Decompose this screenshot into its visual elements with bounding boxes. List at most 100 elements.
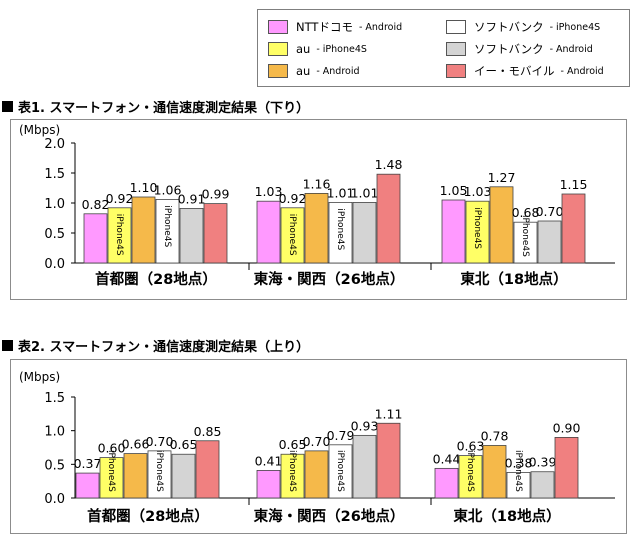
bar-device-label: iPhone4S [520,215,530,257]
data-label: 0.92 [279,191,307,206]
bar [147,450,172,499]
data-label: 1.06 [154,182,182,197]
bar [506,472,531,499]
data-label: 0.79 [327,428,355,443]
category-label: 東北（18地点） [453,507,560,525]
bar-device-label: iPhone4S [162,205,172,247]
legend-carrier: イー・モバイル [474,64,555,78]
category-label: 東北（18地点） [460,270,567,288]
bar-device-label: iPhone4S [114,214,124,256]
data-label: 0.70 [303,434,331,449]
legend-device: - Android [549,43,593,55]
chart-title-upload: 表2. スマートフォン・通信速度測定結果（上り） [2,336,309,355]
bar [304,450,329,499]
chart-legend: NTTドコモ - Android ソフトバンク - iPhone4S au - … [257,9,630,87]
bar [554,437,579,499]
legend-device: - iPhone4S [549,21,601,33]
legend-swatch [268,42,288,56]
data-label: 1.15 [560,177,588,192]
bar-device-label: iPhone4S [513,450,523,492]
legend-device: - Android [560,65,604,77]
legend-carrier: au [296,64,311,78]
bar [280,453,305,499]
bar [376,173,401,264]
bar [256,469,281,499]
bar [75,472,100,499]
bar [434,467,459,499]
title-marker-icon [2,101,13,112]
data-label: 1.16 [303,176,331,191]
data-label: 0.65 [279,437,307,452]
data-label: 0.66 [122,437,150,452]
category-label: 首都圏（28地点） [87,507,209,525]
legend-carrier: ソフトバンク [474,20,544,34]
bar [441,199,466,264]
legend-entry-au-android: au - Android [268,62,360,80]
data-label: 0.38 [505,455,533,470]
data-label: 1.01 [327,185,355,200]
legend-entry-au-iphone: au - iPhone4S [268,40,367,58]
data-label: 0.68 [512,205,540,220]
data-label: 1.01 [351,185,379,200]
data-label: 0.70 [536,204,564,219]
download-chart: (Mbps) 0.0 0.5 1.0 1.5 2.0 0.82 0.92 iPhone4S 1.1… [10,119,627,300]
data-label: 0.90 [553,420,581,435]
data-label: 1.10 [130,180,158,195]
bar-device-label: iPhone4S [287,450,297,492]
y-tick-label: 1.0 [44,425,65,440]
y-tick-label: 1.0 [44,197,65,212]
bar [376,422,401,499]
bar [465,200,490,264]
bar [131,196,156,264]
data-label: 0.65 [170,437,198,452]
legend-entry-emobile-android: イー・モバイル - Android [446,62,604,80]
bar [195,440,220,499]
data-label: 0.70 [146,434,174,449]
y-axis-label: (Mbps) [19,123,60,137]
bar-device-label: iPhone4S [472,207,482,249]
bar [123,453,148,499]
category-label: 東海・関西（26地点） [254,270,405,288]
bar-device-label: iPhone4S [335,450,345,492]
y-tick-label: 2.0 [44,137,65,152]
upload-chart-svg: (Mbps)0.00.51.01.50.370.60iPhone4S0.660.… [19,370,615,525]
chart-title-download: 表1. スマートフォン・通信速度測定結果（下り） [2,97,309,116]
y-tick-label: 0.0 [44,492,65,507]
y-tick-label: 0.5 [44,458,65,473]
bar [537,220,562,264]
data-label: 1.05 [440,183,468,198]
bar-device-label: iPhone4S [287,214,297,256]
y-axis-label: (Mbps) [19,370,60,384]
data-label: 1.48 [375,157,403,172]
bar [482,445,507,499]
bar [256,200,281,264]
data-label: 0.78 [481,428,509,443]
bar [99,457,124,499]
bar [530,471,555,499]
legend-carrier: au [296,42,311,56]
legend-swatch [446,64,466,78]
legend-carrier: NTTドコモ [296,20,353,34]
data-label: 0.44 [433,451,461,466]
data-label: 0.93 [351,418,379,433]
legend-entry-softbank-android: ソフトバンク - Android [446,40,593,58]
bar [155,199,180,264]
bar-device-label: iPhone4S [465,450,475,492]
legend-swatch [268,64,288,78]
bar-device-label: iPhone4S [335,208,345,250]
data-label: 0.41 [255,453,283,468]
y-tick-label: 0.0 [44,257,65,272]
bar [280,207,305,264]
legend-swatch [446,42,466,56]
legend-entry-softbank-iphone: ソフトバンク - iPhone4S [446,18,600,36]
category-label: 東海・関西（26地点） [254,507,405,525]
data-label: 0.63 [457,439,485,454]
bar [179,208,204,264]
bar [352,434,377,499]
bar [328,202,353,264]
data-label: 0.39 [529,455,557,470]
legend-device: - Android [316,65,360,77]
y-tick-label: 0.5 [44,227,65,242]
y-tick-label: 1.5 [44,391,65,406]
legend-swatch [446,20,466,34]
